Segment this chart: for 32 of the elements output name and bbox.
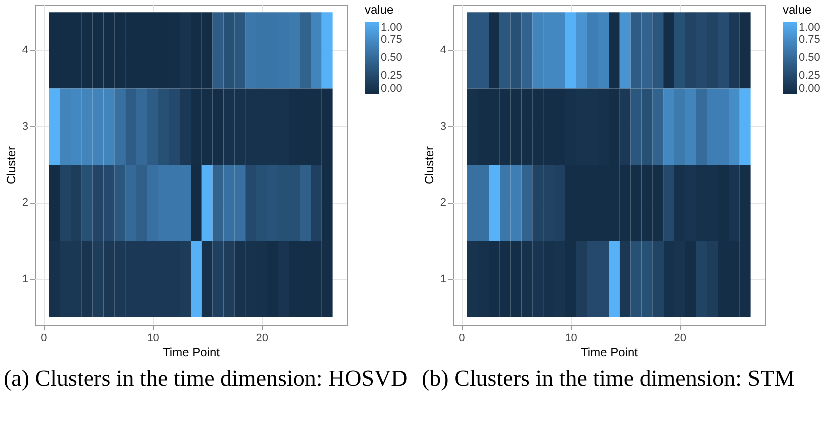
legend-title: value xyxy=(783,3,812,17)
x-axis-title: Time Point xyxy=(581,346,639,360)
color-bar-label: 0.75 xyxy=(799,34,820,46)
y-tick-label: 4 xyxy=(22,44,28,57)
text: (a) Clusters in the time dimension: HOSVD xyxy=(3,366,409,392)
y-tick-label: 4 xyxy=(440,44,446,57)
x-tick-label: 0 xyxy=(459,332,466,344)
color-bar-label: 0.00 xyxy=(381,83,402,95)
color-bar-label: 0.50 xyxy=(799,52,820,64)
y-tick-label: 3 xyxy=(22,120,28,133)
color-bar-label: 0.50 xyxy=(381,52,402,64)
color-bar-label: 0.25 xyxy=(799,70,820,82)
legend-title: value xyxy=(365,3,394,17)
x-tick-label: 10 xyxy=(565,332,578,344)
x-tick-label: 20 xyxy=(256,332,269,344)
y-tick-label: 2 xyxy=(22,197,28,210)
y-tick-label: 2 xyxy=(440,197,446,210)
y-tick-label: 1 xyxy=(440,273,446,286)
y-tick-label: 3 xyxy=(440,120,446,133)
color-bar-label: 0.00 xyxy=(799,83,820,95)
x-axis-title: Time Point xyxy=(163,346,221,360)
color-bar-label: 1.00 xyxy=(799,22,820,34)
y-axis-title: Cluster xyxy=(422,146,436,185)
x-tick-label: 20 xyxy=(674,332,687,344)
color-bar-label: 1.00 xyxy=(381,22,402,34)
x-tick-label: 0 xyxy=(41,332,48,344)
color-bar-label: 0.25 xyxy=(381,70,402,82)
y-axis-title: Cluster xyxy=(4,146,18,185)
text: (b) Clusters in the time dimension: STM xyxy=(421,366,796,392)
color-bar-label: 0.75 xyxy=(381,34,402,46)
y-tick-label: 1 xyxy=(22,273,28,286)
x-tick-label: 10 xyxy=(147,332,160,344)
